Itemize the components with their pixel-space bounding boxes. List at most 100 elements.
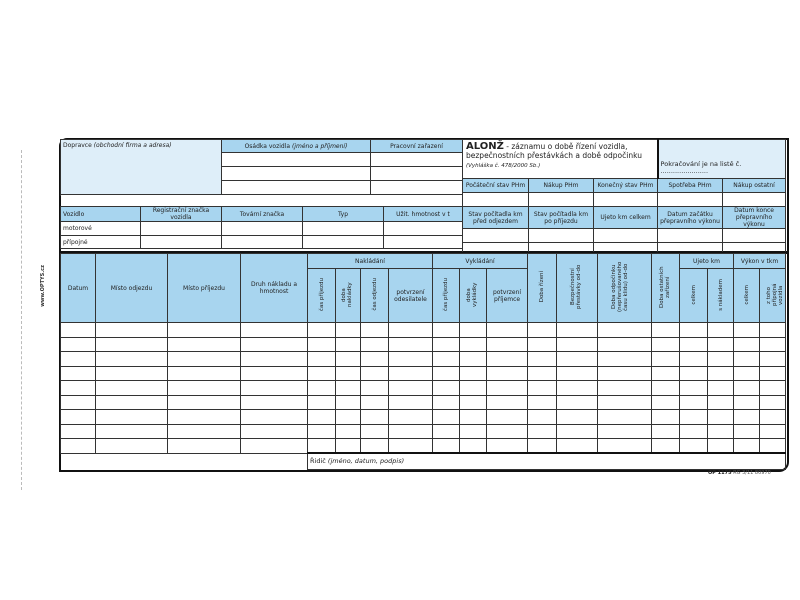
cell[interactable] — [302, 235, 384, 249]
log-cell[interactable] — [651, 365, 681, 381]
log-cell[interactable] — [597, 365, 653, 381]
log-cell[interactable] — [527, 394, 558, 410]
log-cell[interactable] — [707, 380, 735, 396]
log-cell[interactable] — [527, 380, 558, 396]
log-cell[interactable] — [60, 380, 96, 396]
cell[interactable] — [462, 192, 529, 207]
log-cell[interactable] — [432, 423, 461, 439]
log-cell[interactable] — [527, 409, 558, 425]
log-cell[interactable] — [360, 351, 389, 367]
log-cell[interactable] — [432, 380, 461, 396]
log-cell[interactable] — [556, 365, 599, 381]
log-cell[interactable] — [679, 351, 709, 367]
log-cell[interactable] — [432, 394, 461, 410]
log-cell[interactable] — [167, 394, 241, 410]
log-cell[interactable] — [707, 336, 735, 352]
log-cell[interactable] — [759, 365, 787, 381]
cell[interactable] — [592, 228, 659, 243]
log-cell[interactable] — [335, 322, 361, 338]
cell[interactable] — [722, 228, 787, 243]
continuation-field[interactable]: Pokračování je na listě č. .............… — [657, 139, 787, 179]
log-cell[interactable] — [597, 322, 653, 338]
log-cell[interactable] — [651, 423, 681, 439]
log-cell[interactable] — [679, 336, 709, 352]
log-cell[interactable] — [432, 351, 461, 367]
log-cell[interactable] — [432, 336, 461, 352]
log-cell[interactable] — [486, 409, 529, 425]
log-cell[interactable] — [459, 380, 488, 396]
log-cell[interactable] — [307, 438, 336, 454]
log-cell[interactable] — [597, 394, 653, 410]
log-cell[interactable] — [95, 336, 168, 352]
log-cell[interactable] — [651, 322, 681, 338]
log-cell[interactable] — [733, 365, 761, 381]
position-cell[interactable] — [370, 152, 463, 167]
log-cell[interactable] — [60, 409, 96, 425]
log-cell[interactable] — [459, 336, 488, 352]
cell[interactable] — [383, 221, 463, 236]
log-cell[interactable] — [679, 365, 709, 381]
log-cell[interactable] — [360, 336, 389, 352]
log-cell[interactable] — [360, 365, 389, 381]
log-cell[interactable] — [759, 409, 787, 425]
log-cell[interactable] — [733, 394, 761, 410]
log-cell[interactable] — [60, 394, 96, 410]
log-cell[interactable] — [486, 351, 529, 367]
log-cell[interactable] — [432, 365, 461, 381]
log-cell[interactable] — [527, 423, 558, 439]
log-cell[interactable] — [335, 365, 361, 381]
log-cell[interactable] — [240, 394, 308, 410]
log-cell[interactable] — [759, 351, 787, 367]
log-cell[interactable] — [733, 322, 761, 338]
log-cell[interactable] — [486, 322, 529, 338]
log-cell[interactable] — [759, 336, 787, 352]
log-cell[interactable] — [759, 322, 787, 338]
log-cell[interactable] — [679, 322, 709, 338]
cell[interactable] — [140, 235, 222, 249]
cell[interactable] — [302, 221, 384, 236]
position-cell[interactable] — [370, 166, 463, 181]
log-cell[interactable] — [95, 423, 168, 439]
log-cell[interactable] — [556, 423, 599, 439]
log-cell[interactable] — [527, 438, 558, 454]
log-cell[interactable] — [459, 351, 488, 367]
log-cell[interactable] — [556, 322, 599, 338]
log-cell[interactable] — [459, 409, 488, 425]
log-cell[interactable] — [387, 438, 434, 454]
log-cell[interactable] — [60, 322, 96, 338]
log-cell[interactable] — [759, 380, 787, 396]
log-cell[interactable] — [307, 365, 336, 381]
log-cell[interactable] — [335, 438, 361, 454]
log-cell[interactable] — [651, 438, 681, 454]
log-cell[interactable] — [651, 351, 681, 367]
log-cell[interactable] — [60, 438, 96, 454]
log-cell[interactable] — [167, 322, 241, 338]
log-cell[interactable] — [679, 394, 709, 410]
log-cell[interactable] — [167, 438, 241, 454]
log-cell[interactable] — [597, 409, 653, 425]
driver-signature-field[interactable]: Řidič (jméno, datum, podpis) — [306, 452, 787, 470]
log-cell[interactable] — [707, 365, 735, 381]
log-cell[interactable] — [307, 322, 336, 338]
log-cell[interactable] — [360, 380, 389, 396]
cell[interactable] — [221, 221, 303, 236]
log-cell[interactable] — [387, 336, 434, 352]
log-cell[interactable] — [556, 394, 599, 410]
cell[interactable] — [657, 228, 724, 243]
log-cell[interactable] — [95, 351, 168, 367]
log-cell[interactable] — [556, 336, 599, 352]
log-cell[interactable] — [95, 438, 168, 454]
log-cell[interactable] — [527, 365, 558, 381]
carrier-field[interactable]: Dopravce (obchodní firma a adresa) — [60, 139, 222, 195]
log-cell[interactable] — [432, 438, 461, 454]
log-cell[interactable] — [432, 322, 461, 338]
log-cell[interactable] — [95, 394, 168, 410]
log-cell[interactable] — [335, 409, 361, 425]
log-cell[interactable] — [556, 351, 599, 367]
log-cell[interactable] — [240, 336, 308, 352]
log-cell[interactable] — [459, 438, 488, 454]
log-cell[interactable] — [556, 438, 599, 454]
log-cell[interactable] — [307, 351, 336, 367]
log-cell[interactable] — [387, 365, 434, 381]
log-cell[interactable] — [759, 394, 787, 410]
